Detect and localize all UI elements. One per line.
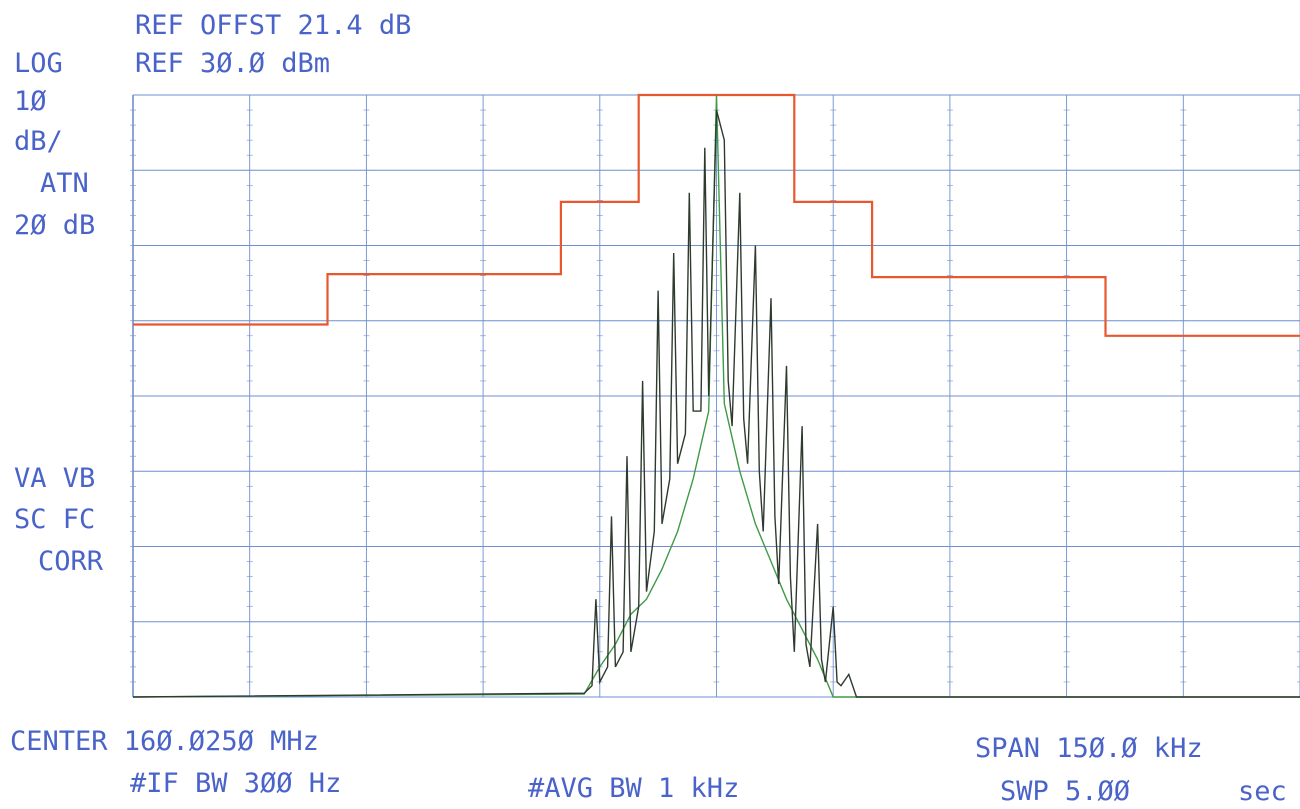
span-label: SPAN 15Ø.Ø kHz bbox=[975, 733, 1203, 764]
log-scale-label: LOG bbox=[14, 48, 63, 79]
center-frequency-label: CENTER 16Ø.Ø25Ø MHz bbox=[10, 726, 319, 757]
ref-offset-label: REF OFFST 21.4 dB bbox=[135, 10, 411, 41]
avg-bandwidth-label: #AVG BW 1 kHz bbox=[528, 773, 739, 804]
va-vb-label: VA VB bbox=[14, 463, 95, 494]
scale-value-label: 1Ø bbox=[14, 86, 47, 117]
attenuation-value-label: 2Ø dB bbox=[14, 210, 95, 241]
sweep-time-label: SWP 5.ØØ bbox=[1000, 776, 1130, 807]
corr-label: CORR bbox=[38, 546, 104, 577]
attenuation-label: ATN bbox=[40, 168, 89, 199]
sweep-unit-label: sec bbox=[1238, 776, 1287, 807]
if-bandwidth-label: #IF BW 3ØØ Hz bbox=[130, 768, 341, 799]
peak-trace bbox=[132, 109, 1300, 698]
ref-level-label: REF 3Ø.Ø dBm bbox=[135, 48, 330, 79]
sc-fc-label: SC FC bbox=[14, 504, 95, 535]
scale-unit-label: dB/ bbox=[14, 126, 63, 157]
